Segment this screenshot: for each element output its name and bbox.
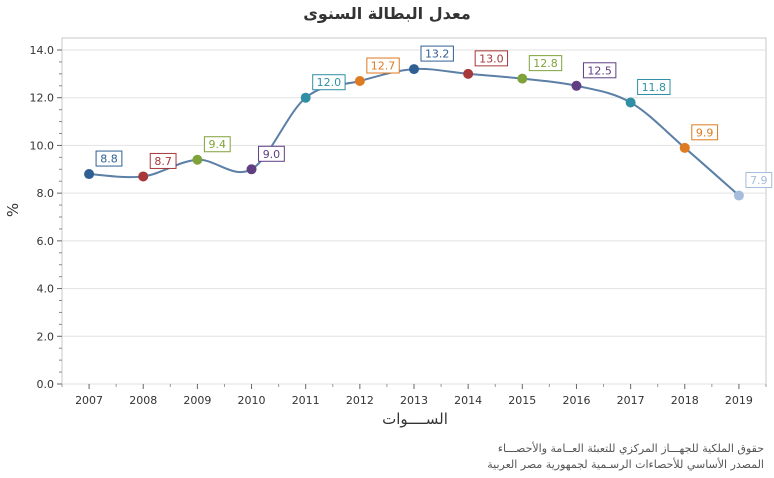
data-label: 12.8 <box>533 57 558 70</box>
data-point[interactable] <box>679 142 690 153</box>
data-label-box <box>312 74 346 91</box>
data-label-box <box>95 150 123 167</box>
data-point[interactable] <box>571 80 582 91</box>
data-label-box <box>745 172 773 189</box>
y-tick-label: 12.0 <box>30 92 55 105</box>
data-point[interactable] <box>463 68 474 79</box>
x-tick-label: 2017 <box>617 394 645 407</box>
x-tick-label: 2015 <box>508 394 536 407</box>
y-tick-label: 4.0 <box>37 283 55 296</box>
y-tick-label: 0.0 <box>37 378 55 391</box>
data-label: 12.5 <box>587 64 612 77</box>
data-label: 12.0 <box>317 76 342 89</box>
x-tick-label: 2018 <box>671 394 699 407</box>
data-point[interactable] <box>192 154 203 165</box>
data-point[interactable] <box>84 169 95 180</box>
data-label-box <box>149 152 177 169</box>
x-tick-label: 2012 <box>346 394 374 407</box>
data-label: 12.7 <box>371 60 396 73</box>
data-point[interactable] <box>354 76 365 87</box>
data-label-box <box>258 145 285 162</box>
data-point[interactable] <box>625 97 636 108</box>
data-label-box <box>528 55 563 72</box>
data-label: 9.0 <box>263 148 281 161</box>
data-label-box <box>420 45 454 62</box>
data-label: 8.7 <box>154 155 172 168</box>
data-label-box <box>474 50 509 67</box>
data-point[interactable] <box>300 92 311 103</box>
data-point[interactable] <box>733 190 744 201</box>
x-tick-label: 2010 <box>238 394 266 407</box>
x-tick-label: 2013 <box>400 394 428 407</box>
data-point[interactable] <box>409 64 419 75</box>
y-tick-label: 10.0 <box>30 139 55 152</box>
x-tick-label: 2009 <box>183 394 211 407</box>
x-tick-label: 2008 <box>129 394 157 407</box>
data-label-box <box>366 57 400 74</box>
data-label: 13.2 <box>425 48 450 61</box>
data-label-box <box>582 62 617 79</box>
data-point[interactable] <box>138 171 149 182</box>
data-label: 13.0 <box>479 52 504 65</box>
x-axis-label: الســــوات <box>382 410 448 428</box>
x-tick-label: 2014 <box>454 394 482 407</box>
data-label-box <box>637 78 671 95</box>
x-tick-label: 2007 <box>75 394 103 407</box>
data-label-box <box>203 136 231 153</box>
y-tick-label: 14.0 <box>30 44 55 57</box>
x-tick-label: 2016 <box>562 394 590 407</box>
y-axis-label: % <box>4 202 22 218</box>
data-point[interactable] <box>517 73 528 84</box>
chart-title: معدل البطالة السنوى <box>303 4 471 23</box>
data-label: 7.9 <box>750 174 768 187</box>
y-tick-label: 8.0 <box>37 187 55 200</box>
x-tick-label: 2011 <box>292 394 320 407</box>
source-note: المصدر الأساسي للأحصاءات الرسـمية لجمهور… <box>487 458 764 471</box>
plot-area <box>61 37 767 385</box>
data-label-box <box>691 124 719 141</box>
data-label: 8.8 <box>100 153 118 166</box>
data-label: 9.4 <box>209 138 227 151</box>
x-tick-label: 2019 <box>725 394 753 407</box>
y-tick-label: 2.0 <box>37 330 55 343</box>
data-point[interactable] <box>246 164 257 175</box>
data-label: 11.8 <box>642 81 667 94</box>
data-label: 9.9 <box>696 126 714 139</box>
y-tick-label: 6.0 <box>37 235 55 248</box>
copyright-note: حقوق الملكية للجهـــاز المركزي للتعبئة ا… <box>497 442 764 455</box>
